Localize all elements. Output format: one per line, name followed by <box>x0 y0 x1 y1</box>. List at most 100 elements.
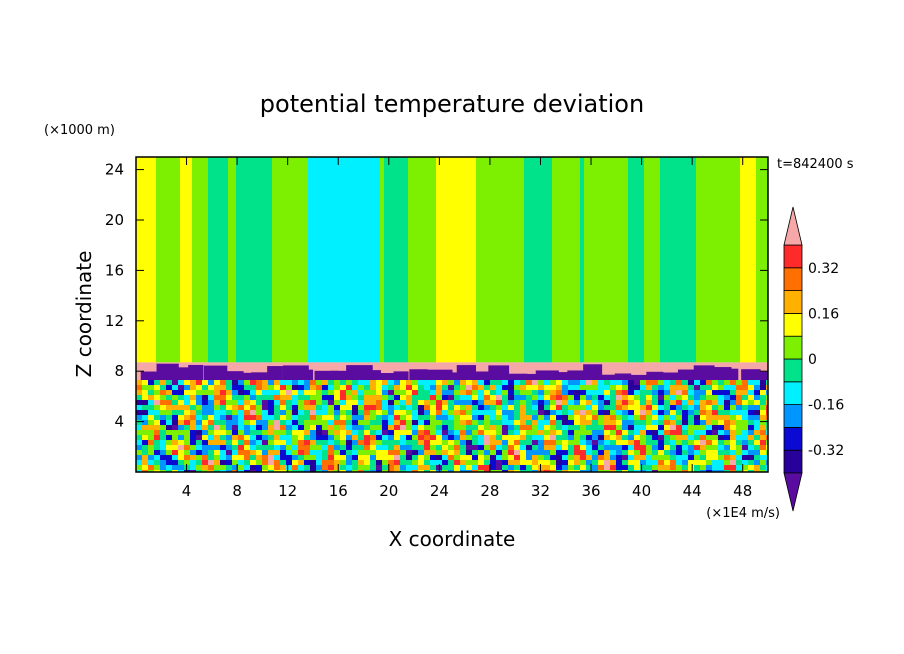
field-cell <box>748 420 755 426</box>
field-cell <box>370 400 377 406</box>
field-cell <box>672 157 677 363</box>
field-cell <box>408 157 413 363</box>
field-cell <box>432 157 437 363</box>
field-cell <box>688 415 695 421</box>
field-cell <box>748 385 755 391</box>
field-cell <box>448 465 455 471</box>
colorbar-label: 0.32 <box>808 261 839 277</box>
field-cell <box>508 460 515 466</box>
field-cell <box>732 157 737 363</box>
field-cell <box>436 445 443 451</box>
field-cell <box>160 420 167 426</box>
field-cell <box>178 450 185 456</box>
field-cell <box>640 425 647 431</box>
field-cell <box>322 395 329 401</box>
field-cell <box>328 430 335 436</box>
field-cell <box>262 460 269 466</box>
field-cell <box>262 415 269 421</box>
field-cell <box>636 157 641 363</box>
field-cell <box>448 445 455 451</box>
field-cell <box>640 435 647 441</box>
field-cell <box>526 425 533 431</box>
field-cell <box>310 385 317 391</box>
field-cell <box>416 157 421 363</box>
field-cell <box>142 410 149 416</box>
field-cell <box>136 395 143 401</box>
field-cell <box>574 390 581 396</box>
field-cell <box>262 380 269 386</box>
field-cell <box>562 465 569 471</box>
field-cell <box>208 400 215 406</box>
field-cell <box>238 430 245 436</box>
field-cell <box>472 455 479 461</box>
field-cell <box>466 400 473 406</box>
field-cell <box>694 380 701 386</box>
field-cell <box>406 440 413 446</box>
field-cell <box>658 410 665 416</box>
field-cell <box>340 395 347 401</box>
field-cell <box>406 390 413 396</box>
field-cell <box>652 157 657 363</box>
field-cell <box>244 455 251 461</box>
field-cell <box>268 445 275 451</box>
field-cell <box>538 410 545 416</box>
field-cell <box>610 465 617 471</box>
field-cell <box>502 405 509 411</box>
field-cell <box>184 470 191 472</box>
field-cell <box>658 440 665 446</box>
field-cell <box>598 415 605 421</box>
field-cell <box>376 455 383 461</box>
field-cell <box>212 157 217 363</box>
field-cell <box>136 157 141 363</box>
x-tick-label: 44 <box>683 482 702 500</box>
field-cell <box>346 465 353 471</box>
field-cell <box>598 435 605 441</box>
field-cell <box>484 405 491 411</box>
field-cell <box>280 435 287 441</box>
field-cell <box>394 460 401 466</box>
field-cell <box>190 410 197 416</box>
field-cell <box>202 425 209 431</box>
field-cell <box>622 420 629 426</box>
field-cell <box>436 455 443 461</box>
field-cell <box>568 445 575 451</box>
field-cell <box>586 415 593 421</box>
field-cell <box>280 400 287 406</box>
field-cell <box>442 395 449 401</box>
field-cell <box>574 400 581 406</box>
field-cell <box>250 425 257 431</box>
field-cell <box>730 415 737 421</box>
field-cell <box>262 405 269 411</box>
field-cell <box>478 455 485 461</box>
field-cell <box>382 390 389 396</box>
field-cell <box>436 410 443 416</box>
field-cell <box>694 435 701 441</box>
field-cell <box>412 435 419 441</box>
field-cell <box>442 450 449 456</box>
field-cell <box>544 465 551 471</box>
field-cell <box>364 400 371 406</box>
field-cell <box>730 395 737 401</box>
field-cell <box>520 425 527 431</box>
field-cell <box>256 460 263 466</box>
field-cell <box>610 450 617 456</box>
field-cell <box>224 157 229 363</box>
field-cell <box>592 440 599 446</box>
field-cell <box>292 157 297 363</box>
field-cell <box>286 470 293 472</box>
field-cell <box>700 400 707 406</box>
field-cell <box>394 435 401 441</box>
field-cell <box>166 430 173 436</box>
field-cell <box>328 415 335 421</box>
field-cell <box>142 380 149 386</box>
field-cell <box>454 385 461 391</box>
field-cell <box>724 380 731 386</box>
field-cell <box>658 425 665 431</box>
field-cell <box>562 390 569 396</box>
field-cell <box>352 460 359 466</box>
plot-frame <box>135 156 769 473</box>
field-cell <box>586 470 593 472</box>
field-cell <box>742 435 749 441</box>
field-cell <box>742 455 749 461</box>
field-cell <box>712 440 719 446</box>
